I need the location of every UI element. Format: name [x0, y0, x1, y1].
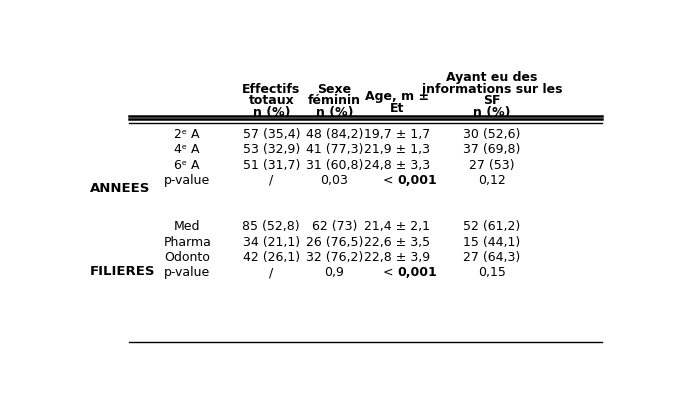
Text: 22,6 ± 3,5: 22,6 ± 3,5 — [364, 236, 431, 248]
Text: 62 (73): 62 (73) — [312, 220, 357, 233]
Text: 15 (44,1): 15 (44,1) — [463, 236, 521, 248]
Text: 19,7 ± 1,7: 19,7 ± 1,7 — [364, 128, 431, 141]
Text: 51 (31,7): 51 (31,7) — [243, 158, 300, 172]
Text: 41 (77,3): 41 (77,3) — [306, 143, 363, 156]
Text: informations sur les: informations sur les — [422, 83, 562, 96]
Text: 21,4 ± 2,1: 21,4 ± 2,1 — [364, 220, 431, 233]
Text: 30 (52,6): 30 (52,6) — [463, 128, 521, 141]
Text: Age, m ±: Age, m ± — [365, 90, 429, 103]
Text: 24,8 ± 3,3: 24,8 ± 3,3 — [364, 158, 431, 172]
Text: 48 (84,2): 48 (84,2) — [306, 128, 363, 141]
Text: SF: SF — [483, 94, 501, 108]
Text: 85 (52,8): 85 (52,8) — [243, 220, 300, 233]
Text: 22,8 ± 3,9: 22,8 ± 3,9 — [364, 251, 431, 264]
Text: 57 (35,4): 57 (35,4) — [243, 128, 300, 141]
Text: FILIERES: FILIERES — [90, 265, 155, 278]
Text: Et: Et — [391, 102, 405, 114]
Text: 6ᵉ A: 6ᵉ A — [174, 158, 200, 172]
Text: ANNEES: ANNEES — [90, 182, 151, 195]
Text: <: < — [383, 174, 397, 187]
Text: 0,03: 0,03 — [321, 174, 348, 187]
Text: 2ᵉ A: 2ᵉ A — [174, 128, 200, 141]
Text: 26 (76,5): 26 (76,5) — [306, 236, 363, 248]
Text: 0,001: 0,001 — [397, 266, 437, 279]
Text: Ayant eu des: Ayant eu des — [446, 71, 538, 84]
Text: /: / — [269, 266, 273, 279]
Text: 34 (21,1): 34 (21,1) — [243, 236, 300, 248]
Text: 0,9: 0,9 — [324, 266, 344, 279]
Text: totaux: totaux — [248, 94, 294, 108]
Text: n (%): n (%) — [252, 106, 290, 119]
Text: 31 (60,8): 31 (60,8) — [306, 158, 363, 172]
Text: 42 (26,1): 42 (26,1) — [243, 251, 300, 264]
Text: 21,9 ± 1,3: 21,9 ± 1,3 — [364, 143, 431, 156]
Text: Sexe: Sexe — [317, 83, 351, 96]
Text: 0,12: 0,12 — [478, 174, 506, 187]
Text: 27 (64,3): 27 (64,3) — [463, 251, 521, 264]
Text: Med: Med — [174, 220, 201, 233]
Text: n (%): n (%) — [473, 106, 511, 119]
Text: 32 (76,2): 32 (76,2) — [306, 251, 363, 264]
Text: <: < — [383, 266, 397, 279]
Text: féminin: féminin — [308, 94, 361, 108]
Text: Pharma: Pharma — [163, 236, 211, 248]
Text: p-value: p-value — [164, 266, 210, 279]
Text: Effectifs: Effectifs — [242, 83, 300, 96]
Text: n (%): n (%) — [315, 106, 353, 119]
Text: p-value: p-value — [164, 174, 210, 187]
Text: 37 (69,8): 37 (69,8) — [463, 143, 521, 156]
Text: Odonto: Odonto — [164, 251, 210, 264]
Text: 27 (53): 27 (53) — [469, 158, 515, 172]
Text: 53 (32,9): 53 (32,9) — [243, 143, 300, 156]
Text: 4ᵉ A: 4ᵉ A — [174, 143, 200, 156]
Text: 52 (61,2): 52 (61,2) — [463, 220, 521, 233]
Text: 0,15: 0,15 — [478, 266, 506, 279]
Text: 0,001: 0,001 — [397, 174, 437, 187]
Text: /: / — [269, 174, 273, 187]
